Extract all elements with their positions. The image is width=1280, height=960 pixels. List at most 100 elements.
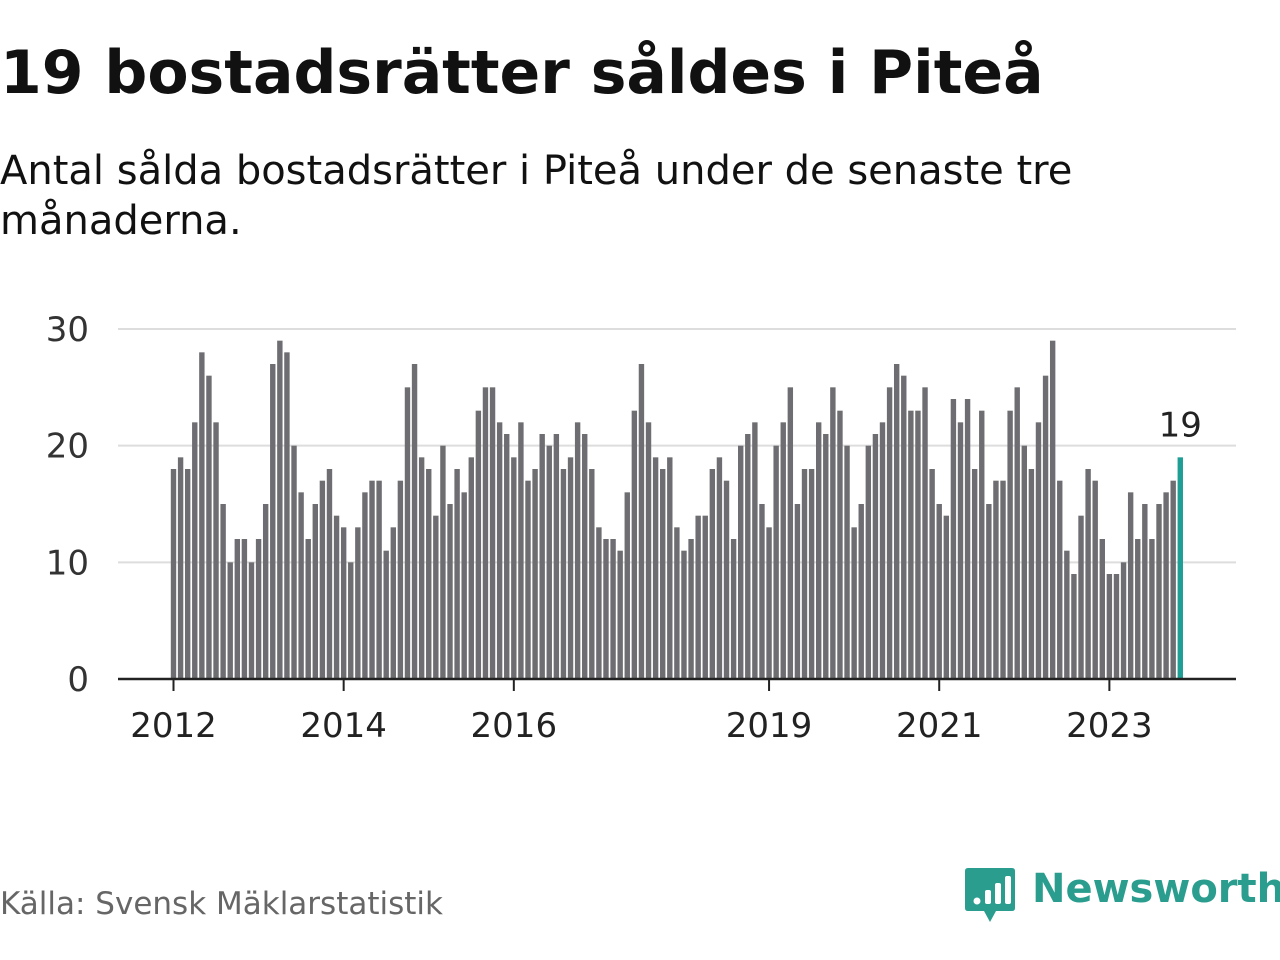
bar (766, 527, 772, 679)
bar (326, 469, 333, 679)
brand-name: Newsworthy (1032, 866, 1280, 912)
bar (1099, 539, 1105, 679)
highlight-bar (1177, 457, 1183, 679)
bar (660, 469, 666, 679)
bar (780, 422, 786, 679)
bars (170, 340, 1183, 679)
y-tick-label: 10 (46, 543, 89, 583)
bar (553, 434, 560, 679)
bar (234, 539, 241, 679)
x-tick-label: 2016 (471, 706, 558, 746)
bar (1127, 492, 1134, 679)
bar (929, 469, 935, 679)
bar (709, 469, 716, 679)
bar (1170, 480, 1176, 679)
bar (752, 422, 758, 679)
bar (745, 434, 751, 679)
bar (1007, 410, 1013, 679)
bar (1071, 574, 1077, 679)
bar (255, 539, 262, 679)
bar (922, 387, 928, 679)
bar (723, 480, 730, 679)
bar (1000, 480, 1006, 679)
bar (1135, 539, 1141, 679)
bar (475, 410, 482, 679)
bar (901, 375, 907, 679)
bar (1049, 340, 1056, 679)
bar (397, 480, 404, 679)
bar (943, 515, 950, 679)
bar (319, 480, 326, 679)
bar (411, 364, 418, 679)
bar (879, 422, 886, 679)
bar (794, 504, 801, 679)
bar (489, 387, 496, 679)
bar (213, 422, 219, 679)
bar (936, 504, 942, 679)
newsworthy-logo[interactable]: Newsworthy (964, 864, 1280, 926)
bar (482, 387, 489, 679)
bar (454, 469, 460, 679)
bar (340, 527, 347, 679)
bar (801, 469, 808, 679)
bar (702, 515, 708, 679)
bar (1142, 504, 1148, 679)
bar (574, 422, 581, 679)
bar (206, 375, 212, 679)
bar (667, 457, 673, 679)
bar (773, 445, 779, 679)
bar (277, 340, 283, 679)
bar (695, 515, 701, 679)
bar (993, 480, 999, 679)
bar (631, 410, 638, 679)
bar (504, 434, 510, 679)
bar (355, 527, 361, 679)
bar (184, 469, 191, 679)
bar (1106, 574, 1113, 679)
bar (738, 445, 744, 679)
bar (440, 445, 446, 679)
bar (815, 422, 822, 679)
bar (461, 492, 467, 679)
bar (567, 457, 574, 679)
bar (844, 445, 850, 679)
bar (496, 422, 503, 679)
bar (192, 422, 198, 679)
bar (511, 457, 517, 679)
bar (227, 562, 233, 679)
bar (418, 457, 425, 679)
bar (262, 504, 269, 679)
bar (596, 527, 602, 679)
bar (872, 434, 879, 679)
bar (1078, 515, 1084, 679)
bar (1014, 387, 1020, 679)
bar (348, 562, 354, 679)
bar (312, 504, 318, 679)
bar (730, 539, 737, 679)
bar (1042, 375, 1049, 679)
bar (1092, 480, 1098, 679)
y-tick-label: 0 (67, 660, 89, 700)
bar (716, 457, 723, 679)
bar (220, 504, 226, 679)
bar (681, 550, 687, 679)
bar (638, 364, 645, 679)
bar (447, 504, 453, 679)
bar (518, 422, 524, 679)
x-tick-label: 2014 (300, 706, 387, 746)
bar (964, 399, 971, 679)
bar (305, 539, 311, 679)
bar (525, 480, 531, 679)
bar (851, 527, 857, 679)
bar (390, 527, 396, 679)
bar (688, 539, 694, 679)
bar (915, 410, 921, 679)
bar (1064, 550, 1070, 679)
data-labels: 19 (1159, 405, 1202, 445)
bar (893, 364, 900, 679)
bar (837, 410, 843, 679)
bar (177, 457, 184, 679)
x-tick-label: 2019 (726, 706, 813, 746)
bar (787, 387, 794, 679)
bar (270, 364, 276, 679)
